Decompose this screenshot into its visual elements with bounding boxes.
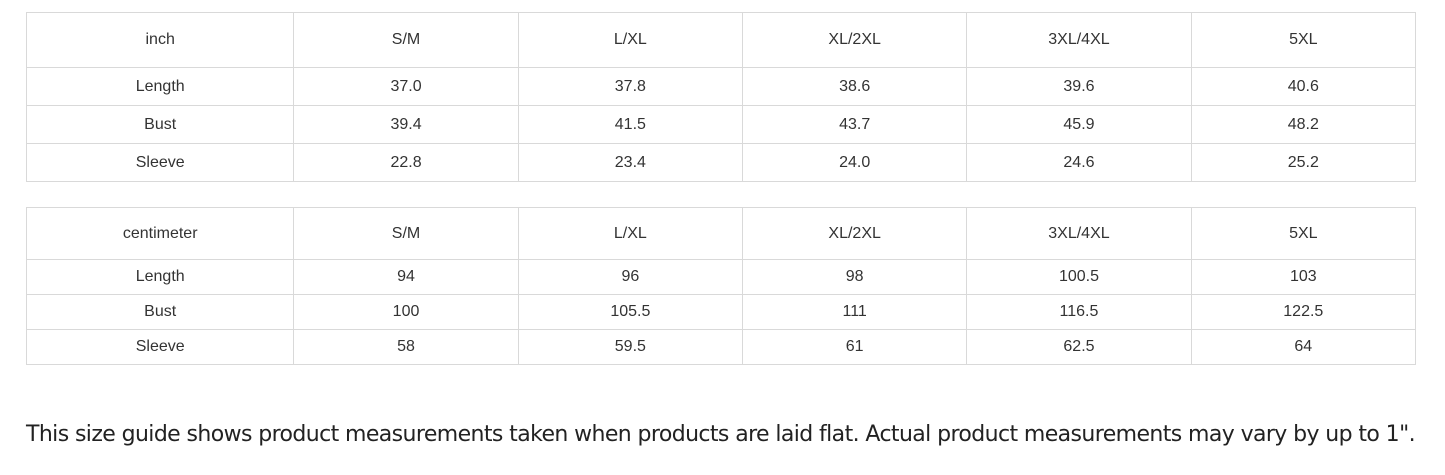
unit-header: inch xyxy=(25,12,295,68)
measurement-value: 24.0 xyxy=(741,143,968,182)
measurement-value: 62.5 xyxy=(966,329,1192,365)
table-row: Length 37.0 37.8 38.6 39.6 40.6 xyxy=(25,67,1417,106)
measurement-label: Bust xyxy=(25,105,295,144)
centimeter-size-table: centimeter S/M L/XL XL/2XL 3XL/4XL 5XL Length 9… xyxy=(25,207,1417,365)
size-guide-note: This size guide shows product measuremen… xyxy=(26,422,1416,447)
measurement-label: Bust xyxy=(25,294,295,330)
measurement-value: 37.0 xyxy=(293,67,519,106)
size-header: XL/2XL xyxy=(741,12,968,68)
measurement-value: 122.5 xyxy=(1190,294,1417,330)
measurement-value: 98 xyxy=(741,259,968,295)
measurement-label: Length xyxy=(25,259,295,295)
measurement-label: Sleeve xyxy=(25,329,295,365)
measurement-value: 105.5 xyxy=(517,294,744,330)
size-header: XL/2XL xyxy=(741,207,968,260)
measurement-value: 38.6 xyxy=(741,67,968,106)
measurement-value: 116.5 xyxy=(966,294,1192,330)
measurement-value: 24.6 xyxy=(966,143,1192,182)
size-header: 5XL xyxy=(1190,207,1417,260)
measurement-label: Length xyxy=(25,67,295,106)
size-header: S/M xyxy=(293,207,519,260)
measurement-value: 111 xyxy=(741,294,968,330)
measurement-value: 41.5 xyxy=(517,105,744,144)
measurement-value: 96 xyxy=(517,259,744,295)
measurement-value: 64 xyxy=(1190,329,1417,365)
size-header: S/M xyxy=(293,12,519,68)
measurement-value: 22.8 xyxy=(293,143,519,182)
header-row: inch S/M L/XL XL/2XL 3XL/4XL 5XL xyxy=(25,12,1417,68)
measurement-value: 43.7 xyxy=(741,105,968,144)
measurement-value: 48.2 xyxy=(1190,105,1417,144)
header-row: centimeter S/M L/XL XL/2XL 3XL/4XL 5XL xyxy=(25,207,1417,260)
measurement-value: 37.8 xyxy=(517,67,744,106)
measurement-value: 23.4 xyxy=(517,143,744,182)
table-row: Bust 100 105.5 111 116.5 122.5 xyxy=(25,294,1417,330)
size-header: L/XL xyxy=(517,207,744,260)
table-row: Sleeve 22.8 23.4 24.0 24.6 25.2 xyxy=(25,143,1417,182)
measurement-value: 100 xyxy=(293,294,519,330)
size-header: 3XL/4XL xyxy=(966,207,1192,260)
size-header: L/XL xyxy=(517,12,744,68)
measurement-value: 94 xyxy=(293,259,519,295)
measurement-value: 58 xyxy=(293,329,519,365)
measurement-value: 61 xyxy=(741,329,968,365)
measurement-value: 39.6 xyxy=(966,67,1192,106)
table-row: Sleeve 58 59.5 61 62.5 64 xyxy=(25,329,1417,365)
measurement-value: 39.4 xyxy=(293,105,519,144)
size-header: 5XL xyxy=(1190,12,1417,68)
unit-header: centimeter xyxy=(25,207,295,260)
measurement-value: 45.9 xyxy=(966,105,1192,144)
table-row: Length 94 96 98 100.5 103 xyxy=(25,259,1417,295)
table-row: Bust 39.4 41.5 43.7 45.9 48.2 xyxy=(25,105,1417,144)
measurement-value: 59.5 xyxy=(517,329,744,365)
size-header: 3XL/4XL xyxy=(966,12,1192,68)
measurement-label: Sleeve xyxy=(25,143,295,182)
measurement-value: 40.6 xyxy=(1190,67,1417,106)
measurement-value: 25.2 xyxy=(1190,143,1417,182)
measurement-value: 103 xyxy=(1190,259,1417,295)
measurement-value: 100.5 xyxy=(966,259,1192,295)
inch-size-table: inch S/M L/XL XL/2XL 3XL/4XL 5XL Length 37.0 37.… xyxy=(25,12,1417,182)
